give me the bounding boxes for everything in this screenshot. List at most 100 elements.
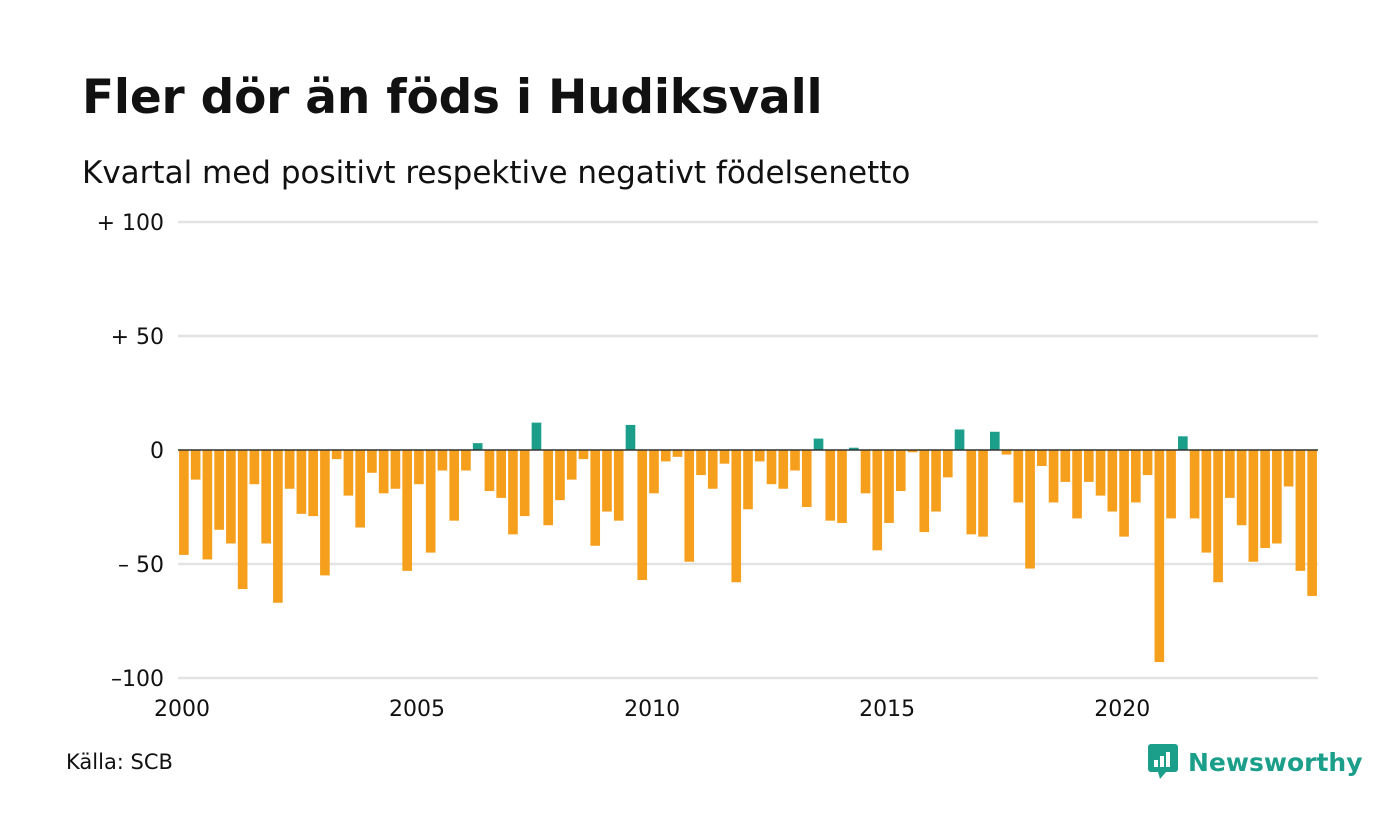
y-tick-label: 0 bbox=[150, 439, 164, 464]
newsworthy-logo-icon bbox=[1148, 744, 1178, 779]
bar-2006K1 bbox=[461, 450, 471, 471]
bar-2016K4 bbox=[966, 450, 977, 535]
x-tick-label: 2000 bbox=[154, 697, 210, 722]
x-tick-label: 2015 bbox=[859, 697, 915, 722]
bar-2001K1 bbox=[226, 450, 236, 544]
bar-2004K4 bbox=[402, 450, 412, 571]
bar-2000K4 bbox=[214, 450, 224, 530]
bar-2009K3 bbox=[625, 424, 636, 450]
brand-logo[interactable]: Newsworthy bbox=[1148, 744, 1363, 780]
bar-2002K1 bbox=[273, 450, 283, 603]
bar-2000K1 bbox=[179, 450, 189, 555]
bar-2007K3 bbox=[531, 422, 542, 450]
bar-2014K3 bbox=[860, 450, 871, 494]
bar-2003K2 bbox=[331, 450, 342, 460]
bar-2021K4 bbox=[1201, 450, 1212, 553]
bar-2018K1 bbox=[1025, 450, 1035, 569]
bar-2001K3 bbox=[249, 450, 260, 485]
bar-2015K1 bbox=[884, 450, 894, 523]
bar-2005K2 bbox=[425, 450, 436, 553]
bar-2012K1 bbox=[743, 450, 753, 510]
bar-2005K4 bbox=[449, 450, 460, 521]
bar-2010K2 bbox=[660, 450, 671, 462]
bar-2010K4 bbox=[684, 450, 695, 562]
bar-2018K4 bbox=[1060, 450, 1071, 482]
bar-2005K1 bbox=[414, 450, 424, 485]
bar-2006K4 bbox=[496, 450, 507, 498]
bar-2001K4 bbox=[261, 450, 271, 544]
bar-2014K4 bbox=[872, 450, 883, 551]
bar-2020K1 bbox=[1119, 450, 1129, 537]
bar-2017K1 bbox=[978, 450, 988, 537]
bar-2022K2 bbox=[1225, 450, 1235, 498]
bar-2023K3 bbox=[1283, 450, 1294, 487]
bar-2004K2 bbox=[378, 450, 389, 494]
bar-2006K3 bbox=[484, 450, 495, 492]
bar-2017K3 bbox=[1001, 450, 1012, 455]
bar-2022K1 bbox=[1213, 450, 1223, 583]
bar-2020K4 bbox=[1154, 450, 1165, 663]
bar-2002K2 bbox=[284, 450, 295, 489]
bar-2016K2 bbox=[942, 450, 953, 478]
bar-2008K3 bbox=[578, 450, 589, 460]
gridlines bbox=[178, 220, 1318, 680]
bar-2021K1 bbox=[1166, 450, 1176, 519]
bar-2008K2 bbox=[566, 450, 577, 480]
bar-2023K4 bbox=[1295, 450, 1306, 571]
bar-2000K3 bbox=[202, 450, 213, 560]
bar-2011K1 bbox=[696, 450, 706, 476]
bar-2023K1 bbox=[1260, 450, 1270, 549]
bar-2016K3 bbox=[954, 429, 965, 450]
bar-2016K1 bbox=[931, 450, 941, 512]
bar-2013K2 bbox=[801, 450, 812, 507]
source-note: Källa: SCB bbox=[66, 750, 173, 774]
bar-2015K4 bbox=[919, 450, 930, 533]
bar-2015K2 bbox=[895, 450, 906, 492]
x-tick-label: 2010 bbox=[624, 697, 680, 722]
bar-2008K1 bbox=[555, 450, 565, 501]
bar-2012K4 bbox=[778, 450, 789, 489]
bar-2013K3 bbox=[813, 438, 824, 450]
bar-2013K4 bbox=[825, 450, 836, 521]
axes: + 100 + 50 0 – 50 –100 2000 2005 2010 2015 2020 bbox=[97, 211, 1318, 722]
bar-2018K3 bbox=[1048, 450, 1059, 503]
x-tick-label: 2020 bbox=[1094, 697, 1150, 722]
bars bbox=[179, 422, 1317, 663]
bar-2024K1 bbox=[1307, 450, 1317, 596]
bar-2005K3 bbox=[437, 450, 448, 471]
bar-2019K3 bbox=[1095, 450, 1106, 496]
bar-2019K2 bbox=[1084, 450, 1094, 482]
bar-2020K2 bbox=[1131, 450, 1141, 503]
bar-2002K4 bbox=[308, 450, 318, 517]
bar-2003K4 bbox=[355, 450, 365, 528]
bar-2013K1 bbox=[790, 450, 800, 471]
bar-2019K1 bbox=[1072, 450, 1082, 519]
bar-2010K3 bbox=[672, 450, 683, 457]
x-tick-label: 2005 bbox=[389, 697, 445, 722]
bar-2006K2 bbox=[472, 443, 483, 450]
bar-2012K2 bbox=[754, 450, 765, 462]
bar-2004K3 bbox=[390, 450, 401, 489]
y-tick-label: – 50 bbox=[118, 553, 164, 578]
bar-2004K1 bbox=[367, 450, 377, 473]
y-tick-label: + 50 bbox=[111, 325, 164, 350]
bar-2021K2 bbox=[1178, 436, 1188, 450]
bar-2019K4 bbox=[1107, 450, 1118, 512]
bar-2009K2 bbox=[613, 450, 624, 521]
bar-2018K2 bbox=[1037, 450, 1047, 466]
chart-subtitle: Kvartal med positivt respektive negativt… bbox=[82, 155, 911, 191]
bar-2000K2 bbox=[190, 450, 201, 480]
bar-2021K3 bbox=[1189, 450, 1200, 519]
bar-2011K4 bbox=[731, 450, 742, 583]
bar-2023K2 bbox=[1272, 450, 1282, 544]
bar-2002K3 bbox=[296, 450, 307, 514]
bar-2007K4 bbox=[543, 450, 554, 526]
bar-2011K3 bbox=[719, 450, 730, 464]
bar-2009K1 bbox=[602, 450, 612, 512]
bar-2007K2 bbox=[519, 450, 530, 517]
brand-name: Newsworthy bbox=[1188, 747, 1363, 777]
bar-2003K1 bbox=[320, 450, 330, 576]
bar-2014K1 bbox=[837, 450, 847, 523]
bar-2010K1 bbox=[649, 450, 659, 494]
